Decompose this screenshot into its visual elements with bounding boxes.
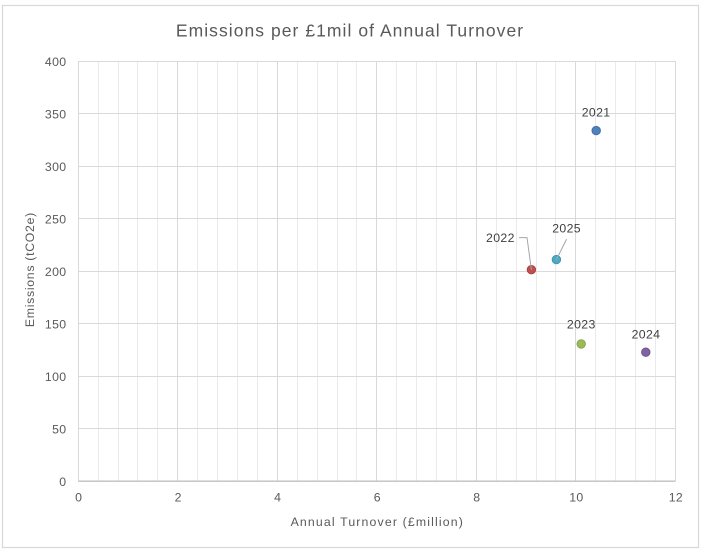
svg-text:0: 0 [75, 490, 82, 504]
svg-text:2: 2 [175, 490, 182, 504]
svg-text:50: 50 [52, 423, 66, 437]
svg-text:4: 4 [274, 490, 281, 504]
svg-text:400: 400 [45, 55, 67, 69]
svg-text:2023: 2023 [567, 318, 596, 332]
svg-text:10: 10 [569, 490, 583, 504]
svg-text:2021: 2021 [582, 106, 611, 120]
svg-text:200: 200 [45, 265, 67, 279]
svg-text:12: 12 [669, 490, 683, 504]
svg-text:8: 8 [473, 490, 480, 504]
svg-text:2024: 2024 [632, 328, 661, 342]
svg-text:250: 250 [45, 213, 67, 227]
svg-text:300: 300 [45, 160, 67, 174]
svg-text:2022: 2022 [486, 231, 515, 245]
svg-text:2025: 2025 [552, 222, 581, 236]
svg-text:Emissions per £1mil of Annual: Emissions per £1mil of Annual Turnover [176, 21, 524, 41]
svg-text:350: 350 [45, 108, 67, 122]
svg-text:0: 0 [59, 475, 66, 489]
svg-text:Annual Turnover (£million): Annual Turnover (£million) [291, 515, 464, 529]
svg-text:Emissions (tCO2e): Emissions (tCO2e) [23, 212, 37, 327]
svg-text:6: 6 [374, 490, 381, 504]
svg-text:100: 100 [45, 370, 67, 384]
svg-text:150: 150 [45, 318, 67, 332]
